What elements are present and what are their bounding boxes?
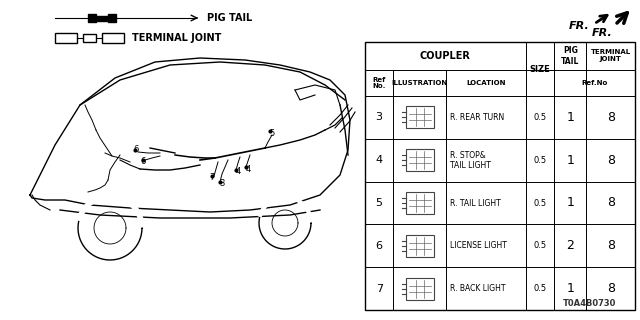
Text: 1: 1 (566, 154, 574, 167)
Text: 7: 7 (209, 173, 214, 182)
Text: 6: 6 (133, 146, 139, 155)
Bar (83, 34, 96, 42)
Text: 4: 4 (376, 155, 383, 165)
Text: 7: 7 (376, 284, 383, 294)
Text: 3: 3 (220, 180, 225, 188)
Text: 0.5: 0.5 (533, 198, 547, 207)
Text: COUPLER: COUPLER (420, 51, 471, 61)
Text: 3: 3 (376, 112, 383, 122)
Text: 8: 8 (607, 154, 614, 167)
Text: 1: 1 (566, 196, 574, 210)
Text: R. TAIL LIGHT: R. TAIL LIGHT (450, 198, 500, 207)
Text: R. BACK LIGHT: R. BACK LIGHT (450, 284, 506, 293)
Text: FR.: FR. (592, 28, 613, 38)
Text: Ref.No: Ref.No (581, 80, 607, 86)
Text: ILLUSTRATION: ILLUSTRATION (392, 80, 448, 86)
Text: R. STOP&
TAIL LIGHT: R. STOP& TAIL LIGHT (450, 150, 491, 170)
Text: 0.5: 0.5 (533, 241, 547, 250)
Text: 4: 4 (245, 164, 251, 173)
Text: 1: 1 (566, 282, 574, 295)
Text: 0.5: 0.5 (533, 284, 547, 293)
Bar (55, 33, 77, 43)
Bar (406, 149, 434, 171)
Text: TERMINAL JOINT: TERMINAL JOINT (132, 33, 221, 43)
Bar (88, 14, 96, 22)
Bar (365, 42, 635, 310)
Text: TERMINAL
JOINT: TERMINAL JOINT (591, 50, 631, 62)
Text: SIZE: SIZE (529, 65, 550, 74)
Bar (102, 33, 124, 43)
Text: PIG
TAIL: PIG TAIL (561, 46, 579, 66)
Text: 8: 8 (607, 239, 614, 252)
Text: 0.5: 0.5 (533, 113, 547, 122)
Text: 8: 8 (607, 111, 614, 124)
Text: 8: 8 (607, 196, 614, 210)
Text: 5: 5 (269, 129, 275, 138)
Bar (406, 192, 434, 214)
Text: 6: 6 (376, 241, 383, 251)
Text: 6: 6 (140, 157, 146, 166)
Text: Ref
No.: Ref No. (372, 76, 386, 90)
Bar (406, 106, 434, 128)
Text: 8: 8 (607, 282, 614, 295)
Text: 4: 4 (236, 167, 241, 177)
Text: 5: 5 (376, 198, 383, 208)
Text: T0A4B0730: T0A4B0730 (563, 299, 617, 308)
Text: 1: 1 (566, 111, 574, 124)
Text: LOCATION: LOCATION (466, 80, 506, 86)
Bar (108, 14, 116, 22)
Text: 0.5: 0.5 (533, 156, 547, 165)
Bar (406, 278, 434, 300)
Bar (406, 235, 434, 257)
Text: R. REAR TURN: R. REAR TURN (450, 113, 504, 122)
Text: LICENSE LIGHT: LICENSE LIGHT (450, 241, 507, 250)
Text: FR.: FR. (569, 21, 590, 31)
Bar (96, 15, 108, 20)
Text: 2: 2 (566, 239, 574, 252)
Text: PIG TAIL: PIG TAIL (207, 13, 252, 23)
